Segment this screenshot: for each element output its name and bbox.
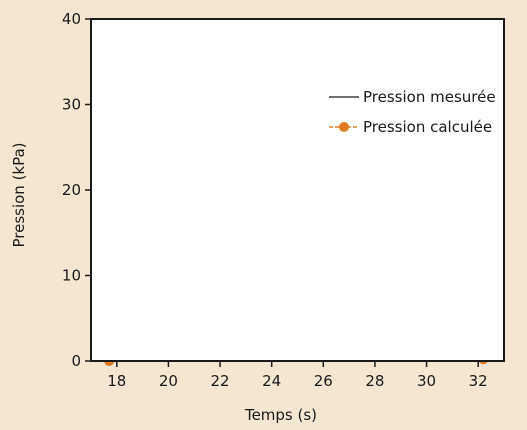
axes: 18 20 22 24 26 28 30 32 0 10 20 30 40 bbox=[62, 10, 505, 390]
x-tick-label-24: 24 bbox=[262, 372, 281, 390]
legend: Pression mesurée Pression calculée bbox=[329, 88, 496, 136]
y-tick-label-10: 10 bbox=[62, 267, 81, 285]
x-tick-label-30: 30 bbox=[417, 372, 436, 390]
x-axis-title: Temps (s) bbox=[244, 406, 317, 424]
x-tick-label-20: 20 bbox=[159, 372, 178, 390]
plot-frame bbox=[90, 18, 505, 362]
y-tick-label-40: 40 bbox=[62, 10, 81, 28]
y-tick-label-0: 0 bbox=[71, 352, 81, 370]
x-tick-label-32: 32 bbox=[469, 372, 488, 390]
y-tick-label-20: 20 bbox=[62, 181, 81, 199]
y-axis-title: Pression (kPa) bbox=[10, 142, 28, 247]
x-tick-label-18: 18 bbox=[107, 372, 126, 390]
x-tick-label-28: 28 bbox=[365, 372, 384, 390]
legend-label-0: Pression mesurée bbox=[363, 88, 496, 106]
x-tick-label-26: 26 bbox=[314, 372, 333, 390]
legend-label-1: Pression calculée bbox=[363, 118, 492, 136]
y-tick-label-30: 30 bbox=[62, 96, 81, 114]
legend-marker-1 bbox=[339, 122, 349, 132]
x-tick-label-22: 22 bbox=[211, 372, 230, 390]
